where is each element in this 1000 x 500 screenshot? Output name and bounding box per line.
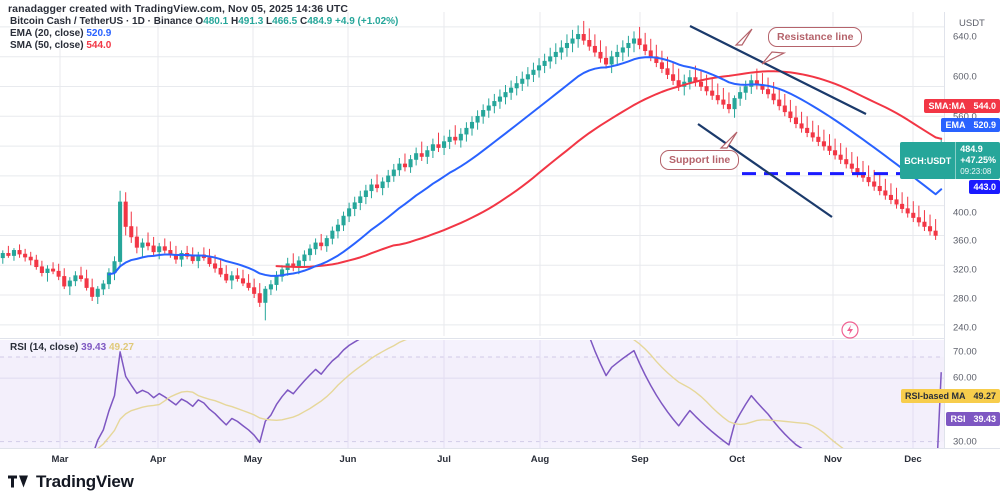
- ema-price-tag[interactable]: EMA 520.9: [941, 118, 1000, 132]
- support-line-callout[interactable]: Support line: [660, 150, 740, 170]
- price-tick-280: 280.0: [953, 293, 977, 305]
- level-tag-value: 443.0: [973, 182, 996, 192]
- legend-symbol: Bitcoin Cash / TetherUS · 1D · Binance: [10, 16, 193, 27]
- rsi-chart-canvas: [0, 340, 944, 448]
- price-axis[interactable]: USDT 640.0 600.0 560.0 400.0 360.0 320.0…: [944, 12, 1000, 448]
- price-chart-canvas: [0, 12, 944, 336]
- quote-tag-symbol: BCH:USDT: [900, 142, 956, 179]
- legend-low-label: L: [266, 16, 273, 27]
- price-tick-400: 400.0: [953, 207, 977, 219]
- rsi-tick-60: 60.00: [953, 372, 977, 384]
- rsi-ma-tag-label: RSI-based MA: [904, 391, 966, 401]
- time-tick-dec: Dec: [904, 454, 922, 465]
- rsi-legend-value: 39.43: [81, 342, 107, 353]
- tradingview-wordmark: TradingView: [36, 472, 134, 491]
- time-tick-oct: Oct: [729, 454, 745, 465]
- level-price-tag[interactable]: 443.0: [969, 180, 1000, 194]
- legend-sma-row[interactable]: SMA (50, close) 544.0: [10, 40, 398, 52]
- legend-low-value: 466.5: [272, 16, 298, 27]
- pane-divider[interactable]: [0, 338, 944, 339]
- rsi-ma-tag[interactable]: RSI-based MA 49.27: [900, 389, 1000, 403]
- legend-ema-label: EMA (20, close): [10, 28, 84, 39]
- rsi-tick-70: 70.00: [953, 346, 977, 358]
- sma-tag-label: SMA:MA: [928, 101, 966, 111]
- quote-tag-time: 09:23:08: [960, 167, 992, 176]
- time-tick-jul: Jul: [437, 454, 451, 465]
- price-pane[interactable]: [0, 12, 944, 336]
- price-tick-240: 240.0: [953, 322, 977, 334]
- rsi-ma-tag-value: 49.27: [973, 391, 996, 401]
- legend-ema-row[interactable]: EMA (20, close) 520.9: [10, 28, 398, 40]
- legend-high-label: H: [231, 16, 239, 27]
- legend-close-value: 484.9: [307, 16, 333, 27]
- rsi-legend-label: RSI (14, close): [10, 342, 79, 353]
- time-tick-jun: Jun: [339, 454, 357, 465]
- rsi-tag-value: 39.43: [973, 414, 996, 424]
- ema-tag-value: 520.9: [973, 120, 996, 130]
- ema-tag-label: EMA: [945, 120, 966, 130]
- legend-sma-value: 544.0: [86, 40, 112, 51]
- time-tick-may: May: [243, 454, 263, 465]
- time-tick-sep: Sep: [631, 454, 649, 465]
- legend-open-value: 480.1: [203, 16, 229, 27]
- legend-symbol-row[interactable]: Bitcoin Cash / TetherUS · 1D · Binance O…: [10, 16, 398, 28]
- alert-marker-icon[interactable]: [840, 320, 860, 340]
- time-tick-aug: Aug: [530, 454, 550, 465]
- rsi-legend[interactable]: RSI (14, close) 39.43 49.27: [10, 342, 134, 354]
- legend-high-value: 491.3: [238, 16, 264, 27]
- rsi-tag-label: RSI: [950, 414, 966, 424]
- time-axis[interactable]: Mar Apr May Jun Jul Aug Sep Oct Nov Dec: [0, 448, 1000, 470]
- quote-tag-price: 484.9: [960, 144, 983, 154]
- legend-change: +4.9 (+1.02%): [335, 16, 399, 27]
- price-tick-600: 600.0: [953, 71, 977, 83]
- legend-close-label: C: [299, 16, 308, 27]
- rsi-tag[interactable]: RSI 39.43: [946, 412, 1000, 426]
- rsi-ma-legend-value: 49.27: [108, 342, 134, 353]
- tradingview-mark-icon: [8, 475, 28, 488]
- price-axis-unit: USDT: [959, 18, 985, 29]
- time-tick-nov: Nov: [824, 454, 842, 465]
- sma-tag-value: 544.0: [973, 101, 996, 111]
- price-tick-640: 640.0: [953, 31, 977, 43]
- tradingview-logo: TradingView: [8, 472, 134, 492]
- sma-price-tag[interactable]: SMA:MA 544.0: [924, 99, 1000, 113]
- attribution-text: ranadagger created with TradingView.com,…: [8, 3, 349, 15]
- price-tick-360: 360.0: [953, 235, 977, 247]
- price-tick-320: 320.0: [953, 264, 977, 276]
- rsi-pane[interactable]: [0, 340, 944, 448]
- quote-tag-percent: +47.25%: [960, 155, 996, 165]
- resistance-line-callout[interactable]: Resistance line: [768, 27, 863, 47]
- time-tick-apr: Apr: [149, 454, 167, 465]
- legend-open-label: O: [195, 16, 204, 27]
- chart-legend: Bitcoin Cash / TetherUS · 1D · Binance O…: [10, 16, 398, 52]
- legend-ema-value: 520.9: [86, 28, 112, 39]
- quote-price-tag[interactable]: BCH:USDT 484.9 +47.25% 09:23:08: [900, 142, 1000, 179]
- price-tick-560: 560.0: [953, 111, 977, 123]
- time-tick-mar: Mar: [51, 454, 69, 465]
- rsi-tick-30: 30.00: [953, 436, 977, 448]
- legend-sma-label: SMA (50, close): [10, 40, 84, 51]
